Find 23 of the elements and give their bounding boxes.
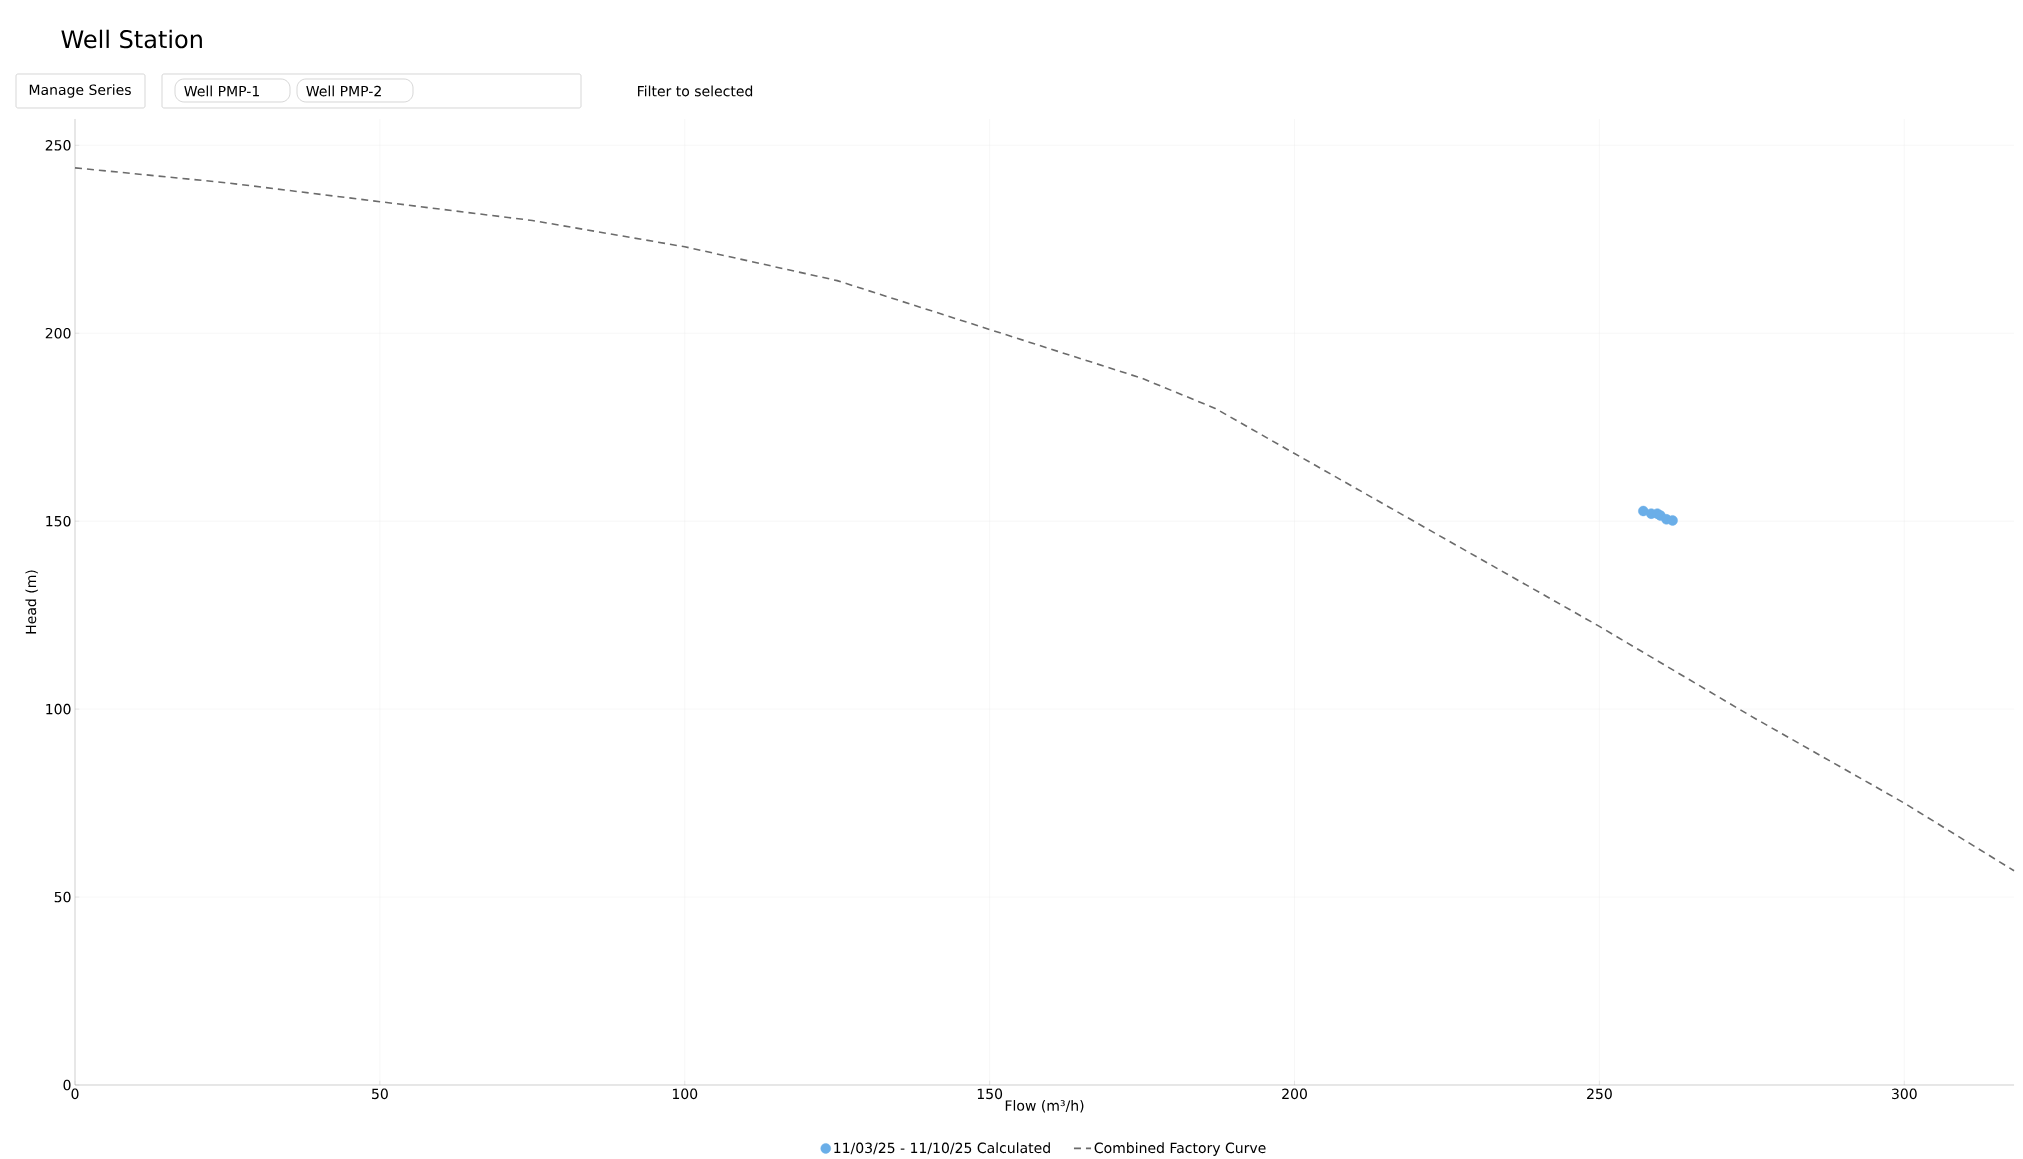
y-axis-title: Head (m) (25, 570, 38, 634)
text: Filter to selected (638, 85, 753, 97)
chart-title: Well Station (61, 29, 202, 49)
x-tick-label: 250 (1587, 1088, 1612, 1100)
x-tick-label: 300 (1892, 1088, 1917, 1100)
text: Well PMP-1 (184, 85, 259, 97)
legend-label: Combined Factory Curve (1094, 1142, 1266, 1156)
x-tick-label: 150 (977, 1088, 1003, 1100)
y-tick-label: 250 (45, 140, 71, 151)
legend-label: 11/03/25 - 11/10/25 Calculated (834, 1142, 1050, 1155)
line-series (74, 167, 2015, 872)
x-axis-title: Flow (m³/h) (1005, 1099, 1084, 1113)
text: Manage Series (29, 84, 131, 98)
y-tick-label: 200 (45, 327, 71, 339)
x-tick-label: 200 (1282, 1088, 1307, 1100)
text: Well PMP-2 (306, 85, 381, 97)
x-tick-label: 50 (372, 1088, 388, 1100)
x-tick-label: 0 (71, 1088, 79, 1100)
y-tick-label: 0 (63, 1079, 71, 1091)
y-tick-label: 50 (54, 891, 71, 903)
y-tick-label: 150 (46, 515, 71, 527)
x-tick-label: 100 (672, 1088, 698, 1100)
y-tick-label: 100 (46, 703, 71, 715)
